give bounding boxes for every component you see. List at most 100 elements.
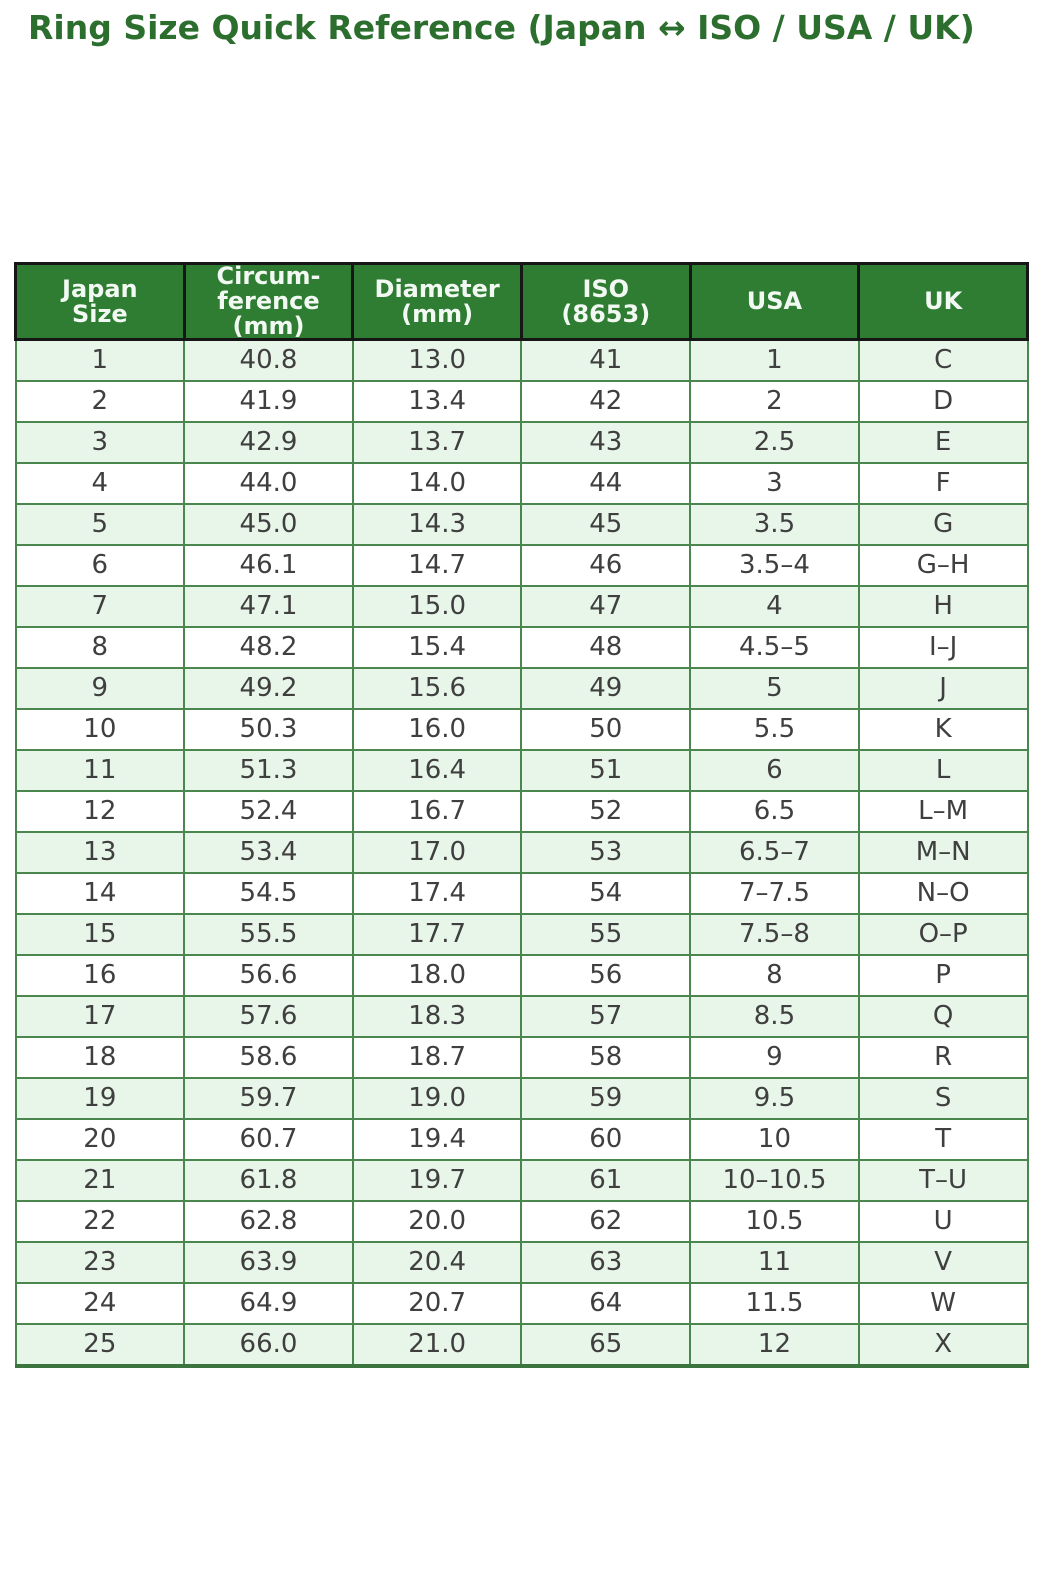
cell-usa: 9.5 <box>689 1077 860 1120</box>
cell-usa: 3.5–4 <box>689 544 860 587</box>
cell-diameter: 19.0 <box>351 1077 523 1120</box>
cell-circumference: 49.2 <box>183 667 354 710</box>
cell-diameter: 15.0 <box>351 585 523 628</box>
cell-uk: X <box>857 1323 1029 1367</box>
cell-usa: 1 <box>689 338 860 382</box>
cell-circumference: 47.1 <box>183 585 354 628</box>
cell-diameter: 19.4 <box>351 1118 523 1161</box>
table-row: 22 62.8 20.0 62 10.5 U <box>14 1200 1029 1243</box>
cell-circumference: 58.6 <box>183 1036 354 1079</box>
cell-diameter: 20.0 <box>351 1200 523 1243</box>
table-row: 17 57.6 18.3 57 8.5 Q <box>14 995 1029 1038</box>
cell-diameter: 18.7 <box>351 1036 523 1079</box>
cell-circumference: 44.0 <box>183 462 354 505</box>
cell-circumference: 53.4 <box>183 831 354 874</box>
cell-iso: 61 <box>520 1159 692 1202</box>
column-header-label: Japan Size <box>62 274 138 328</box>
cell-uk: F <box>857 462 1029 505</box>
cell-circumference: 62.8 <box>183 1200 354 1243</box>
cell-iso: 59 <box>520 1077 692 1120</box>
cell-diameter: 17.7 <box>351 913 523 956</box>
cell-uk: T–U <box>857 1159 1029 1202</box>
cell-circumference: 56.6 <box>183 954 354 997</box>
cell-uk: L <box>857 749 1029 792</box>
cell-usa: 11 <box>689 1241 860 1284</box>
header-row: Japan Size Circum- ference (mm) Diameter… <box>14 262 1029 341</box>
cell-uk: G–H <box>857 544 1029 587</box>
cell-uk: K <box>857 708 1029 751</box>
cell-usa: 5.5 <box>689 708 860 751</box>
table-row: 13 53.4 17.0 53 6.5–7 M–N <box>14 831 1029 874</box>
column-header-label: USA <box>746 287 803 315</box>
cell-iso: 64 <box>520 1282 692 1325</box>
cell-usa: 8.5 <box>689 995 860 1038</box>
cell-iso: 60 <box>520 1118 692 1161</box>
cell-circumference: 66.0 <box>183 1323 354 1367</box>
cell-diameter: 17.4 <box>351 872 523 915</box>
cell-uk: J <box>857 667 1029 710</box>
cell-uk: M–N <box>857 831 1029 874</box>
cell-diameter: 14.7 <box>351 544 523 587</box>
cell-japan-size: 20 <box>14 1118 186 1161</box>
cell-iso: 63 <box>520 1241 692 1284</box>
table-body: 1 40.8 13.0 41 1 C 2 41.9 13.4 42 2 D 3 … <box>14 338 1029 1367</box>
cell-iso: 41 <box>520 338 692 382</box>
cell-japan-size: 6 <box>14 544 186 587</box>
cell-diameter: 13.7 <box>351 421 523 464</box>
table-row: 11 51.3 16.4 51 6 L <box>14 749 1029 792</box>
cell-usa: 7–7.5 <box>689 872 860 915</box>
cell-japan-size: 13 <box>14 831 186 874</box>
cell-japan-size: 9 <box>14 667 186 710</box>
cell-usa: 10–10.5 <box>689 1159 860 1202</box>
cell-japan-size: 7 <box>14 585 186 628</box>
column-header-label: UK <box>924 287 963 315</box>
table-row: 6 46.1 14.7 46 3.5–4 G–H <box>14 544 1029 587</box>
column-header-iso: ISO (8653) <box>519 262 692 341</box>
cell-usa: 2 <box>689 380 860 423</box>
table-row: 2 41.9 13.4 42 2 D <box>14 380 1029 423</box>
cell-diameter: 13.0 <box>351 338 523 382</box>
table-row: 5 45.0 14.3 45 3.5 G <box>14 503 1029 546</box>
cell-usa: 11.5 <box>689 1282 860 1325</box>
cell-iso: 43 <box>520 421 692 464</box>
cell-iso: 50 <box>520 708 692 751</box>
cell-uk: L–M <box>857 790 1029 833</box>
cell-usa: 2.5 <box>689 421 860 464</box>
cell-usa: 9 <box>689 1036 860 1079</box>
column-header-usa: USA <box>688 262 861 341</box>
table-row: 4 44.0 14.0 44 3 F <box>14 462 1029 505</box>
table-row: 23 63.9 20.4 63 11 V <box>14 1241 1029 1284</box>
table-row: 18 58.6 18.7 58 9 R <box>14 1036 1029 1079</box>
cell-circumference: 63.9 <box>183 1241 354 1284</box>
cell-circumference: 64.9 <box>183 1282 354 1325</box>
cell-japan-size: 1 <box>14 338 186 382</box>
cell-uk: R <box>857 1036 1029 1079</box>
cell-usa: 10 <box>689 1118 860 1161</box>
table-row: 10 50.3 16.0 50 5.5 K <box>14 708 1029 751</box>
table-row: 14 54.5 17.4 54 7–7.5 N–O <box>14 872 1029 915</box>
cell-iso: 45 <box>520 503 692 546</box>
cell-circumference: 50.3 <box>183 708 354 751</box>
table-row: 1 40.8 13.0 41 1 C <box>14 338 1029 382</box>
cell-diameter: 13.4 <box>351 380 523 423</box>
cell-japan-size: 17 <box>14 995 186 1038</box>
cell-uk: H <box>857 585 1029 628</box>
cell-circumference: 60.7 <box>183 1118 354 1161</box>
table-row: 7 47.1 15.0 47 4 H <box>14 585 1029 628</box>
cell-diameter: 15.4 <box>351 626 523 669</box>
cell-japan-size: 16 <box>14 954 186 997</box>
table-row: 24 64.9 20.7 64 11.5 W <box>14 1282 1029 1325</box>
cell-uk: D <box>857 380 1029 423</box>
table-row: 15 55.5 17.7 55 7.5–8 O–P <box>14 913 1029 956</box>
cell-usa: 6.5–7 <box>689 831 860 874</box>
cell-iso: 47 <box>520 585 692 628</box>
cell-usa: 12 <box>689 1323 860 1367</box>
page-title: Ring Size Quick Reference (Japan ↔ ISO /… <box>28 8 975 47</box>
cell-usa: 6 <box>689 749 860 792</box>
table-row: 12 52.4 16.7 52 6.5 L–M <box>14 790 1029 833</box>
cell-uk: E <box>857 421 1029 464</box>
column-header-label: ISO (8653) <box>561 274 651 328</box>
cell-diameter: 18.3 <box>351 995 523 1038</box>
cell-uk: W <box>857 1282 1029 1325</box>
cell-iso: 44 <box>520 462 692 505</box>
